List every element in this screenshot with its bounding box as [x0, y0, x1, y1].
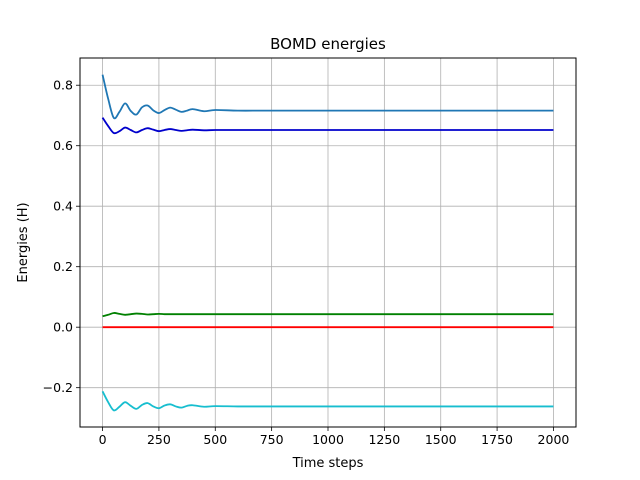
series-line-3	[102, 312, 554, 318]
y-tick-label: 0.6	[53, 138, 73, 153]
x-tick-label: 2000	[538, 432, 570, 447]
series-line-1	[101, 74, 554, 120]
x-tick-label: 750	[260, 432, 284, 447]
y-tick-label: 0.2	[53, 259, 73, 274]
ticks: 0 250 500 750 1000 1250 1500 1750 2000 −0.2 0.0 0.2…	[43, 78, 570, 447]
x-tick-label: 1500	[425, 432, 457, 447]
x-tick-label: 1250	[368, 432, 400, 447]
x-tick-label: 1000	[312, 432, 344, 447]
y-tick-label: −0.2	[43, 380, 73, 395]
chart-title: BOMD energies	[270, 35, 386, 53]
series-line-5	[101, 390, 554, 412]
series-line-2	[101, 117, 554, 135]
x-tick-label: 250	[147, 432, 171, 447]
y-tick-label: 0.0	[53, 320, 73, 335]
x-tick-label: 1750	[481, 432, 513, 447]
y-tick-label: 0.8	[53, 78, 73, 93]
series-group	[101, 74, 554, 412]
x-axis-label: Time steps	[292, 456, 364, 471]
x-tick-label: 0	[99, 432, 107, 447]
x-tick-label: 500	[203, 432, 227, 447]
y-axis-label: Energies (H)	[16, 202, 31, 282]
y-tick-label: 0.4	[53, 199, 73, 214]
